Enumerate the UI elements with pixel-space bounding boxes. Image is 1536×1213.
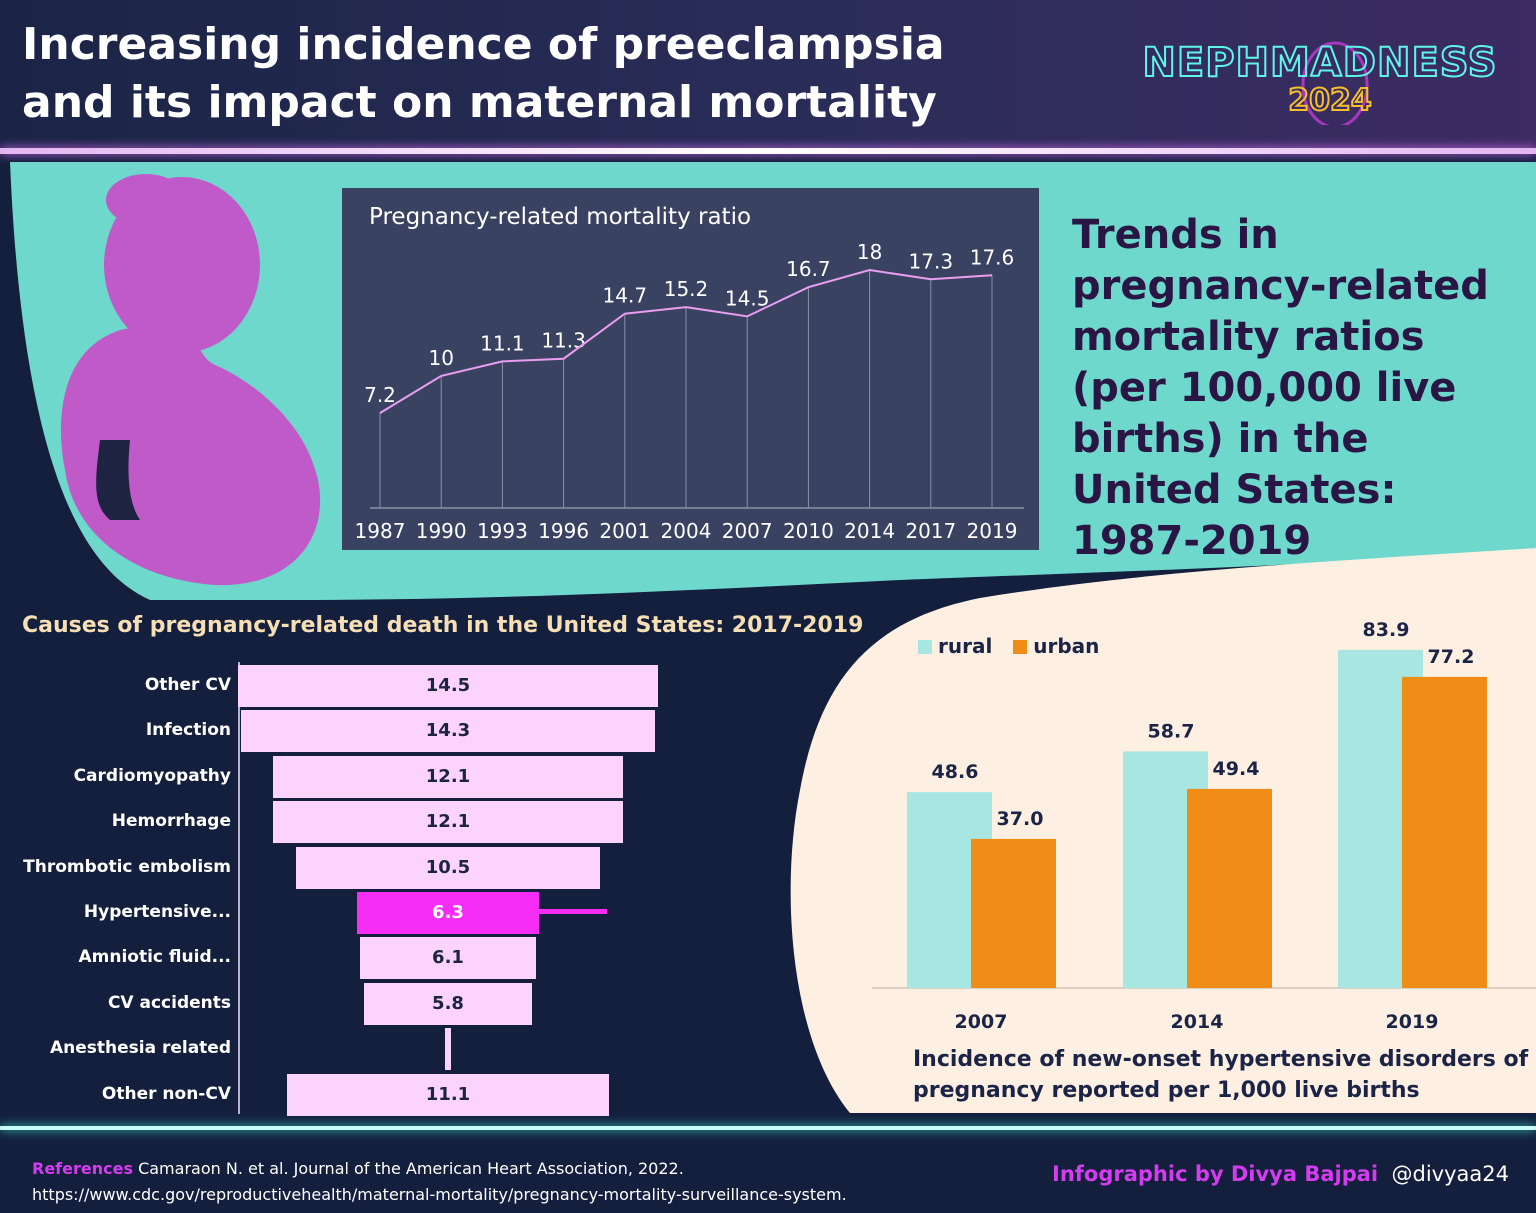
cause-bar-2 [272, 755, 624, 798]
line-x-tick-2004: 2004 [661, 519, 712, 543]
line-x-tick-1990: 1990 [416, 519, 467, 543]
cause-bar-6 [359, 937, 537, 980]
line-x-tick-2017: 2017 [905, 519, 956, 543]
cause-label-0: Other CV [144, 675, 231, 695]
cause-bar-0 [237, 665, 659, 707]
cause-value-0: 14.5 [425, 675, 471, 696]
highlight-connector [535, 909, 607, 914]
cause-label-4: Thrombotic embolism [23, 856, 231, 877]
line-x-tick-2007: 2007 [722, 519, 773, 543]
line-point-label-2019: 17.6 [970, 245, 1015, 269]
bar-urban-2014 [1187, 788, 1272, 988]
cause-label-2: Cardiomyopathy [73, 765, 231, 786]
line-point-label-1990: 10 [428, 346, 453, 370]
line-x-tick-2001: 2001 [599, 519, 650, 543]
funnel-axis [238, 662, 240, 1114]
credit-handle: @divyaa24 [1391, 1162, 1509, 1186]
bar-x-tick-2007: 2007 [955, 1011, 1008, 1033]
references: References Camaraon N. et al. Journal of… [32, 1156, 847, 1208]
line-point-label-2001: 14.7 [603, 284, 648, 308]
cause-label-1: Infection [145, 720, 231, 741]
cause-bar-3 [272, 801, 624, 844]
bar-label-rural-2014: 58.7 [1148, 720, 1195, 742]
bar-label-urban-2007: 37.0 [997, 808, 1044, 830]
references-label: References [32, 1159, 133, 1178]
mortality-line-chart-panel [342, 188, 1039, 550]
footer-divider [0, 1126, 1536, 1130]
bar-x-tick-2019: 2019 [1386, 1011, 1439, 1033]
line-point-label-1996: 11.3 [541, 329, 586, 353]
bar-label-rural-2007: 48.6 [932, 761, 979, 783]
cause-label-9: Other non-CV [101, 1083, 231, 1104]
cause-label-7: CV accidents [107, 992, 231, 1013]
line-chart-title: Pregnancy-related mortality ratio [369, 204, 752, 230]
cause-value-7: 5.8 [432, 992, 464, 1014]
line-x-tick-1996: 1996 [538, 519, 589, 543]
cause-value-4: 10.5 [425, 856, 471, 878]
cause-bar-1 [240, 710, 656, 753]
line-point-label-2010: 16.7 [786, 257, 831, 281]
line-x-tick-2019: 2019 [967, 519, 1018, 543]
legend-urban-label: urban [1033, 634, 1100, 658]
line-point-label-2007: 14.5 [725, 286, 770, 310]
cause-value-2: 12.1 [425, 765, 471, 787]
hypertensive-incidence-bar-chart: 48.6 37.0 2007 58.7 49.4 2014 83.9 77.2 2019 [872, 619, 1536, 1033]
bar-label-urban-2019: 77.2 [1428, 646, 1475, 668]
mortality-series-line [379, 268, 993, 414]
cause-bar-4 [295, 846, 601, 889]
cause-label-6: Amniotic fluid... [78, 947, 231, 968]
logo-text: NEPHMADNESS [1142, 40, 1497, 86]
cause-label-5: Hypertensive... [83, 902, 231, 922]
line-x-tick-1987: 1987 [355, 519, 406, 543]
causes-chart-title: Causes of pregnancy-related death in the… [22, 613, 864, 638]
legend-rural-label: rural [938, 634, 993, 658]
cause-bar-7 [363, 982, 533, 1025]
cause-value-6: 6.1 [432, 947, 464, 969]
cause-bar-9 [287, 1073, 609, 1116]
cause-bar-8 [445, 1028, 451, 1071]
cause-label-3: Hemorrhage [111, 811, 231, 832]
cause-value-1: 14.3 [425, 720, 471, 742]
header-divider [0, 148, 1536, 154]
logo-year: 2024 [1288, 83, 1372, 118]
line-point-label-1987: 7.2 [364, 383, 396, 407]
arm-shadow [96, 440, 140, 520]
title-line-1: Increasing incidence of preeclampsia [22, 19, 945, 70]
page-title: Increasing incidence of preeclampsia and… [22, 16, 1022, 132]
credit-label: Infographic by Divya Bajpai [1052, 1162, 1379, 1186]
line-x-tick-1993: 1993 [477, 519, 528, 543]
cause-value-3: 12.1 [425, 811, 471, 833]
cause-label-8: Anesthesia related [49, 1038, 231, 1059]
trend-heading: Trends in pregnancy-related mortality ra… [1072, 212, 1489, 564]
bar-label-rural-2019: 83.9 [1363, 619, 1410, 641]
legend-urban-swatch [1013, 640, 1028, 654]
legend-rural-swatch [918, 640, 932, 654]
bar-urban-2007 [971, 838, 1056, 988]
cause-value-5: 6.3 [432, 902, 464, 923]
bar-urban-2019 [1402, 676, 1487, 988]
header-banner [0, 0, 1536, 150]
cause-value-9: 11.1 [425, 1083, 471, 1105]
line-point-label-2004: 15.2 [664, 277, 709, 301]
line-point-label-1993: 11.1 [480, 331, 525, 355]
bar-label-urban-2014: 49.4 [1213, 758, 1260, 780]
line-point-label-2014: 18 [857, 240, 882, 264]
reference-1: Camaraon N. et al. Journal of the Americ… [138, 1159, 684, 1178]
line-x-tick-2014: 2014 [844, 519, 895, 543]
cause-bar-5 [356, 892, 540, 934]
bar-chart-caption: Incidence of new-onset hypertensive diso… [913, 1047, 1529, 1103]
bar-x-tick-2014: 2014 [1171, 1011, 1224, 1033]
bar-chart-legend: rural urban [918, 634, 1099, 658]
mortality-line-chart: 1987 7.2 1990 10 1993 11.1 1996 11.3 2001 14.7 200… [355, 240, 1024, 543]
line-x-tick-2010: 2010 [783, 519, 834, 543]
line-point-label-2017: 17.3 [909, 249, 954, 273]
title-line-2: and its impact on maternal mortality [22, 77, 937, 128]
reference-2: https://www.cdc.gov/reproductivehealth/m… [32, 1185, 847, 1204]
credit: Infographic by Divya Bajpai @divyaa24 [1052, 1162, 1509, 1186]
nephmadness-logo: NEPHMADNESS 2024 [1141, 39, 1498, 125]
